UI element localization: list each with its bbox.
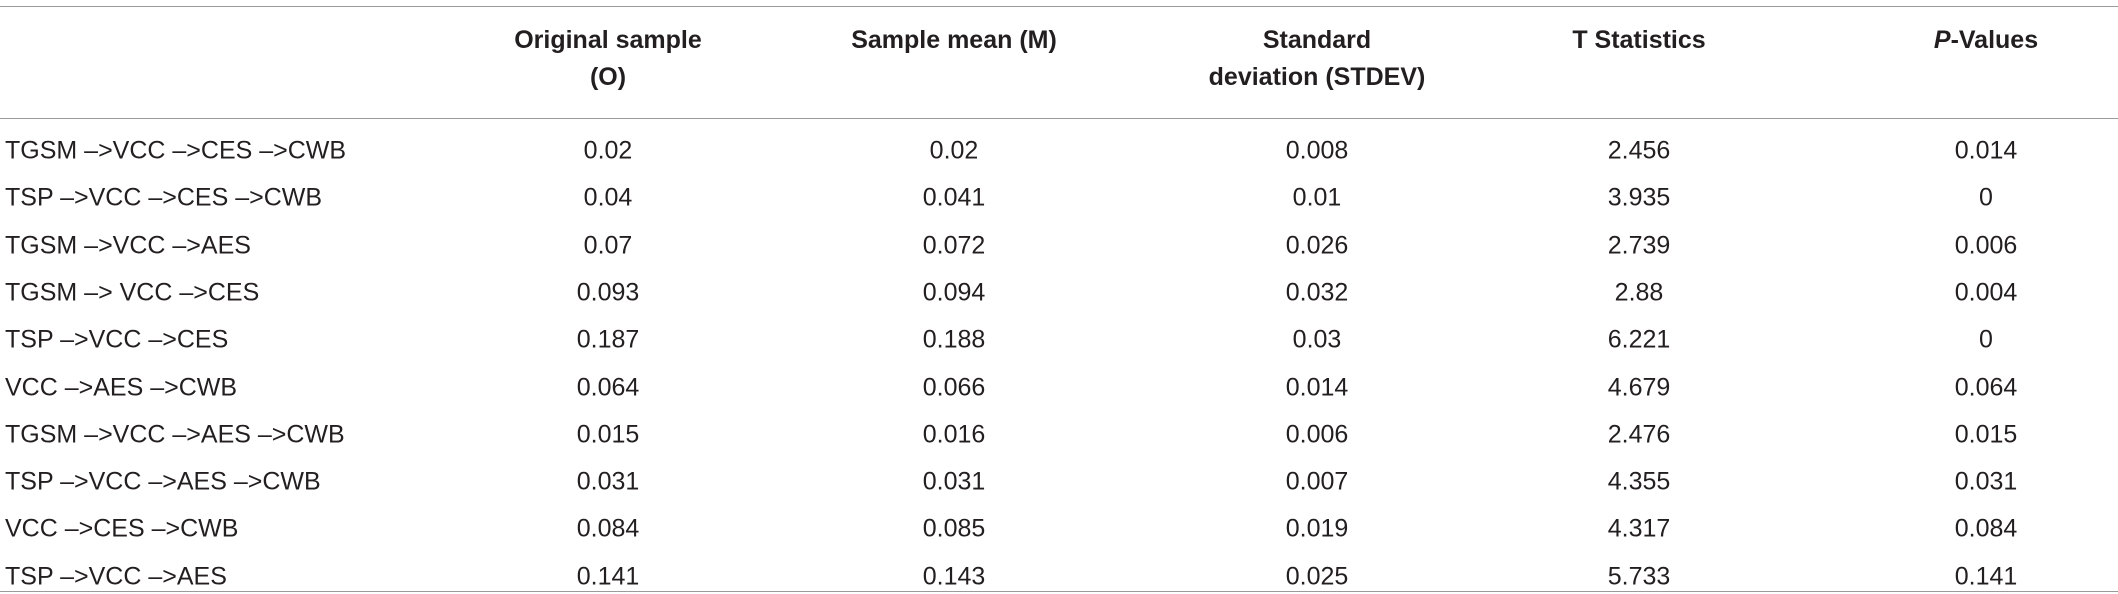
column-header: T Statistics (1572, 22, 1705, 59)
cell-value: 0.084 (576, 514, 640, 543)
cell-value: 0.066 (922, 373, 986, 401)
header-italic: P (1933, 26, 1951, 54)
row-label: TGSM –>VCC –>AES –>CWB (5, 420, 345, 449)
cell-value: 0.141 (1954, 562, 2018, 591)
cell-value: 4.679 (1607, 373, 1671, 401)
row-label: TSP –>VCC –>AES (5, 562, 227, 591)
cell-value: 4.317 (1607, 514, 1671, 543)
column-header: Original sample (O) (514, 22, 702, 96)
cell-value: 0.084 (1954, 514, 2018, 543)
cell-value: 0.064 (576, 373, 640, 401)
cell-value: 0.041 (922, 183, 986, 212)
cell-value: 0.02 (929, 136, 979, 165)
top-rule (0, 6, 2118, 7)
cell-value: 0.008 (1285, 136, 1349, 165)
cell-value: 0.014 (1954, 136, 2018, 165)
column-header: Standard deviation (STDEV) (1209, 22, 1426, 96)
cell-value: 0.006 (1954, 231, 2018, 260)
header-line: Original sample (514, 26, 702, 54)
cell-value: 2.476 (1607, 420, 1671, 449)
cell-value: 0.01 (1292, 183, 1342, 212)
cell-value: 0.143 (922, 562, 986, 591)
cell-value: 0.03 (1292, 325, 1342, 354)
cell-value: 0.007 (1285, 467, 1349, 496)
cell-value: 2.88 (1614, 278, 1664, 307)
header-line: T Statistics (1572, 26, 1706, 54)
cell-value: 0.031 (576, 467, 640, 496)
cell-value: 0 (1979, 183, 1993, 212)
cell-value: 0 (1979, 325, 1993, 354)
header-line: Sample mean (M) (851, 26, 1057, 54)
cell-value: 3.935 (1607, 183, 1671, 212)
cell-value: 4.355 (1607, 467, 1671, 496)
header-line: Standard (1262, 26, 1372, 54)
header-line: (O) (589, 63, 627, 91)
row-label: TSP –>VCC –>AES –>CWB (5, 467, 321, 496)
header-line: deviation (STDEV) (1208, 63, 1426, 91)
cell-value: 0.014 (1285, 373, 1349, 401)
cell-value: 0.004 (1954, 278, 2018, 307)
cell-value: 5.733 (1607, 562, 1671, 591)
cell-value: 2.739 (1607, 231, 1671, 260)
row-label: VCC –>AES –>CWB (5, 373, 238, 401)
header-text: -Values (1950, 26, 2039, 54)
header-rule (0, 118, 2118, 119)
row-label: TGSM –>VCC –>CES –>CWB (5, 136, 347, 165)
row-label: TSP –>VCC –>CES –>CWB (5, 183, 323, 212)
cell-value: 0.02 (583, 136, 633, 165)
bottom-rule (0, 591, 2118, 592)
cell-value: 0.019 (1285, 514, 1349, 543)
cell-value: 0.085 (922, 514, 986, 543)
cell-value: 0.026 (1285, 231, 1349, 260)
row-label: TGSM –> VCC –>CES (5, 278, 260, 307)
cell-value: 0.04 (583, 183, 633, 212)
column-header: Sample mean (M) (851, 22, 1057, 59)
cell-value: 0.093 (576, 278, 640, 307)
cell-value: 6.221 (1607, 325, 1671, 354)
row-label: VCC –>CES –>CWB (5, 514, 239, 543)
cell-value: 0.006 (1285, 420, 1349, 449)
cell-value: 0.141 (576, 562, 640, 591)
cell-value: 0.016 (922, 420, 986, 449)
cell-value: 0.188 (922, 325, 986, 354)
cell-value: 0.031 (922, 467, 986, 496)
cell-value: 0.072 (922, 231, 986, 260)
row-label: TGSM –>VCC –>AES (5, 231, 251, 260)
row-label: TSP –>VCC –>CES (5, 325, 229, 354)
cell-value: 0.07 (583, 231, 633, 260)
column-header: P-Values (1934, 22, 2038, 59)
cell-value: 0.064 (1954, 373, 2018, 401)
cell-value: 0.031 (1954, 467, 2018, 496)
cell-value: 0.025 (1285, 562, 1349, 591)
cell-value: 0.187 (576, 325, 640, 354)
cell-value: 0.015 (576, 420, 640, 449)
cell-value: 2.456 (1607, 136, 1671, 165)
cell-value: 0.094 (922, 278, 986, 307)
cell-value: 0.015 (1954, 420, 2018, 449)
cell-value: 0.032 (1285, 278, 1349, 307)
